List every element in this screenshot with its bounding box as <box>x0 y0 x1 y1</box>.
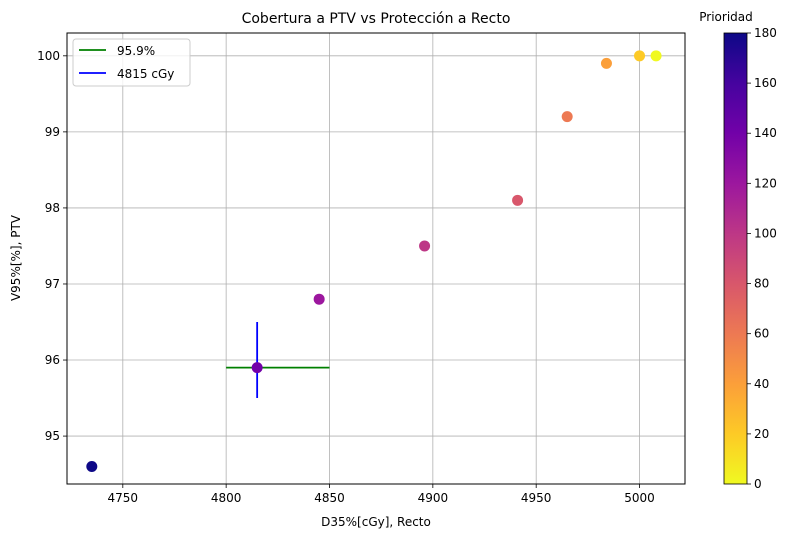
y-tick-label: 98 <box>45 201 60 215</box>
y-axis: 95 96 97 98 99 100 <box>37 49 67 443</box>
plot-area <box>86 50 662 473</box>
legend: 95.9% 4815 cGy <box>72 38 191 87</box>
y-tick-label: 100 <box>37 49 60 63</box>
data-point <box>419 240 431 252</box>
grid <box>67 33 685 484</box>
data-point <box>634 50 646 62</box>
data-point <box>251 362 263 374</box>
colorbar-tick-label: 80 <box>754 277 769 291</box>
x-tick-label: 4800 <box>211 491 242 505</box>
colorbar-tick-label: 40 <box>754 377 769 391</box>
x-axis-label: D35%[cGy], Recto <box>321 515 431 529</box>
x-tick-label: 4750 <box>108 491 139 505</box>
x-tick-label: 4950 <box>521 491 552 505</box>
colorbar-tick-label: 100 <box>754 226 777 240</box>
x-tick-label: 4850 <box>314 491 345 505</box>
colorbar-tick-label: 20 <box>754 427 769 441</box>
plot-frame <box>66 32 686 485</box>
y-tick-label: 96 <box>45 353 60 367</box>
data-point <box>600 57 612 69</box>
colorbar-tick-label: 160 <box>754 76 777 90</box>
colorbar-tick-label: 0 <box>754 477 762 491</box>
colorbar-gradient <box>724 33 747 484</box>
data-point <box>313 293 325 305</box>
y-tick-label: 97 <box>45 277 60 291</box>
y-tick-label: 95 <box>45 429 60 443</box>
data-point <box>86 461 98 473</box>
y-tick-label: 99 <box>45 125 60 139</box>
x-tick-label: 5000 <box>624 491 655 505</box>
x-axis: 4750 4800 4850 4900 4950 5000 <box>108 484 655 505</box>
data-point <box>650 50 662 62</box>
colorbar-tick-label: 140 <box>754 126 777 140</box>
x-tick-label: 4900 <box>418 491 449 505</box>
colorbar-tick-label: 180 <box>754 26 777 40</box>
colorbar-tick-label: 60 <box>754 327 769 341</box>
y-axis-label: V95%[%], PTV <box>9 214 23 301</box>
colorbar: 0 20 40 60 80 100 120 140 160 180 Prioridad <box>699 10 777 491</box>
legend-entry-2: 4815 cGy <box>117 67 174 81</box>
colorbar-frame <box>723 32 748 485</box>
colorbar-label: Prioridad <box>699 10 753 24</box>
chart-title: Cobertura a PTV vs Protección a Recto <box>242 11 511 27</box>
colorbar-tick-label: 120 <box>754 176 777 190</box>
legend-entry-1: 95.9% <box>117 44 155 58</box>
data-point <box>561 111 573 123</box>
data-point <box>512 194 524 206</box>
